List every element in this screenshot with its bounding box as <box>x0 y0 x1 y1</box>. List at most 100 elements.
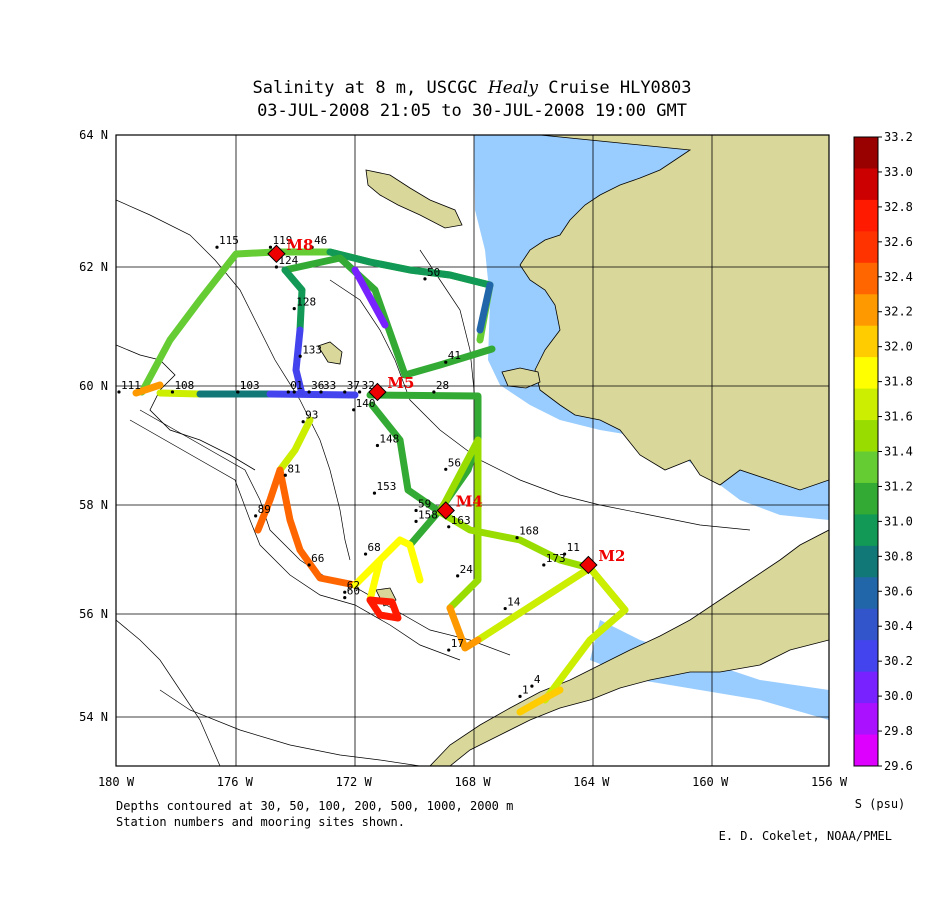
station-dot <box>414 508 418 513</box>
stations-note: Station numbers and mooring sites shown. <box>116 815 405 829</box>
station-label: 168 <box>519 525 539 538</box>
track-segment <box>476 281 494 334</box>
colorbar-swatch <box>854 137 878 169</box>
station-dot <box>310 245 314 249</box>
station-dot <box>343 590 347 594</box>
colorbar-tick-label: 33.2 <box>884 130 913 144</box>
depths-note: Depths contoured at 30, 50, 100, 200, 50… <box>116 799 513 813</box>
station-label: 93 <box>305 409 318 422</box>
author-credit: E. D. Cokelet, NOAA/PMEL <box>719 829 892 843</box>
station-dot <box>530 684 534 688</box>
salinity-colorbar: 33.2 33.0 32.8 32.6 32.4 32.2 32.0 31.8 31.6 31.4… <box>853 130 913 773</box>
colorbar-swatch <box>854 199 878 232</box>
colorbar-unit-label: S (psu) <box>855 797 906 811</box>
station-dot <box>298 354 302 358</box>
station-label: 66 <box>311 552 324 565</box>
y-axis-ticks: 64 N 62 N 60 N 58 N 56 N 54 N <box>79 128 108 724</box>
station-label: 163 <box>451 514 471 527</box>
colorbar-tick-label: 31.2 <box>884 479 913 493</box>
station-dot <box>444 360 448 364</box>
station-label: 4 <box>534 673 541 686</box>
station-dot <box>307 390 311 394</box>
colorbar-tick-label: 29.6 <box>884 759 913 773</box>
colorbar-tick-label: 29.8 <box>884 724 913 738</box>
station-dot <box>414 519 418 523</box>
colorbar-swatch <box>854 262 878 295</box>
x-tick-label: 164 W <box>573 775 610 789</box>
track-segment <box>254 466 359 589</box>
colorbar-swatch <box>854 168 878 201</box>
station-label: 28 <box>436 379 449 392</box>
station-dot <box>503 606 507 611</box>
station-dot <box>254 514 258 518</box>
station-label: 41 <box>448 349 461 362</box>
x-tick-label: 176 W <box>217 775 254 789</box>
station-dot <box>562 552 567 556</box>
station-label: 36 <box>311 379 324 392</box>
mooring-label: M8 <box>286 236 313 254</box>
station-dot <box>274 265 279 269</box>
colorbar-tick-label: 32.4 <box>884 270 913 284</box>
station-label: 14 <box>507 596 521 609</box>
station-label: 37 <box>347 379 360 392</box>
colorbar-swatch <box>854 231 878 264</box>
y-tick-label: 56 N <box>79 607 108 621</box>
station-dot <box>170 390 175 394</box>
station-dot <box>444 467 448 471</box>
track-segment <box>156 389 204 398</box>
x-tick-label: 160 W <box>692 775 729 789</box>
track-segment <box>351 536 424 604</box>
colorbar-tick-label: 30.0 <box>884 689 913 703</box>
station-dots <box>117 245 567 699</box>
track-segment <box>474 564 629 704</box>
mooring-marker <box>579 555 598 575</box>
station-label: 115 <box>219 234 239 247</box>
station-label: 24 <box>460 563 474 576</box>
track-segment <box>516 686 564 716</box>
y-tick-label: 60 N <box>79 379 108 393</box>
station-dot <box>301 420 305 424</box>
station-dot <box>343 390 347 394</box>
station-label: 62 <box>347 579 360 592</box>
colorbar-tick-label: 32.6 <box>884 235 913 249</box>
track-segment <box>436 436 482 612</box>
y-tick-label: 64 N <box>79 128 108 142</box>
station-dot <box>372 491 377 495</box>
station-dot <box>319 390 323 394</box>
track-segment <box>281 266 306 334</box>
station-label: 1 <box>240 379 247 392</box>
station-label: 17 <box>451 637 464 650</box>
x-axis-ticks: 180 W 176 W 172 W 168 W 164 W 160 W 156 W <box>98 775 848 789</box>
st-matthew-island <box>317 341 343 365</box>
station-dot <box>292 307 296 311</box>
colorbar-swatch <box>854 608 878 641</box>
mooring-marker <box>267 244 286 263</box>
station-dot <box>542 563 546 567</box>
station-dot <box>343 596 347 600</box>
station-dot <box>363 552 368 556</box>
station-dot <box>456 574 460 578</box>
station-dot <box>307 563 311 567</box>
colorbar-tick-label: 30.2 <box>884 654 913 668</box>
colorbar-tick-label: 32.2 <box>884 305 913 319</box>
colorbar-swatch <box>854 325 878 358</box>
colorbar-swatch <box>854 703 878 736</box>
track-segment <box>276 416 314 474</box>
track-segment <box>366 596 402 622</box>
station-label: 11 <box>567 541 580 554</box>
mooring-label: M4 <box>456 492 483 510</box>
station-label: 46 <box>314 234 327 247</box>
station-label: 56 <box>448 456 461 469</box>
station-label: 103 <box>240 379 260 392</box>
colorbar-tick-label: 31.4 <box>884 445 913 459</box>
y-tick-label: 54 N <box>79 710 108 724</box>
colorbar-swatch <box>854 734 878 767</box>
station-dot <box>518 694 522 699</box>
station-dot <box>268 245 273 249</box>
st-lawrence-island <box>365 169 463 229</box>
station-label: 148 <box>379 433 399 446</box>
station-dot <box>286 390 290 394</box>
colorbar-swatch <box>854 482 878 515</box>
